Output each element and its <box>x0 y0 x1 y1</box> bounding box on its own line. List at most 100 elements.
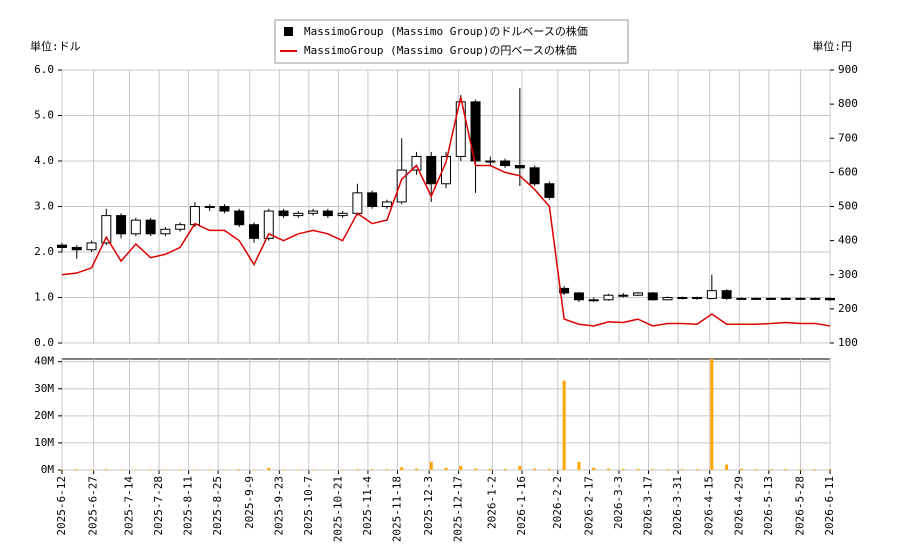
volume-bar <box>503 468 507 470</box>
candle-body <box>352 192 363 214</box>
candle-body <box>485 160 496 163</box>
volume-bar <box>149 469 153 470</box>
candle-body <box>189 206 200 226</box>
legend: MassimoGroup (Massimo Group)のドルベースの株価 Ma… <box>274 19 629 64</box>
y2-tick-label: 200 <box>838 302 858 315</box>
y2-tick-label: 400 <box>838 234 858 247</box>
candle-body <box>367 192 378 208</box>
volume-bar <box>355 469 359 470</box>
candle-body <box>234 210 245 226</box>
candle-body <box>381 201 392 207</box>
volume-bar <box>725 464 729 470</box>
y-tick-label: 30M <box>34 382 54 395</box>
y-unit-label: 単位:ドル <box>30 39 81 53</box>
candle-body <box>706 290 717 299</box>
volume-bar <box>208 469 212 470</box>
volume-bar <box>90 469 94 470</box>
candle-body <box>71 246 82 251</box>
y2-tick-label: 100 <box>838 336 858 349</box>
candle-body <box>810 297 821 300</box>
volume-bar <box>828 469 832 470</box>
x-tick-label: 2026-1-16 <box>515 476 528 536</box>
candle-body <box>411 155 422 171</box>
candle-body <box>633 292 643 296</box>
x-tick-label: 2026-1-2 <box>485 476 498 529</box>
legend-box <box>274 19 629 64</box>
y-tick-label: 4.0 <box>34 154 54 167</box>
candle-body <box>278 210 289 217</box>
y-tick-label: 6.0 <box>34 63 54 76</box>
candle-body <box>795 297 806 300</box>
volume-bar <box>784 469 788 470</box>
y-tick-label: 1.0 <box>34 291 54 304</box>
volume-bar <box>695 469 699 470</box>
candle-body <box>529 167 540 185</box>
volume-bar <box>252 469 256 470</box>
volume-bar <box>562 380 566 470</box>
y2-tick-label: 600 <box>838 165 858 178</box>
x-tick-label: 2026-2-17 <box>582 476 595 536</box>
x-tick-label: 2025-9-9 <box>243 476 256 529</box>
candle-body <box>86 242 97 251</box>
y-tick-label: 2.0 <box>34 245 54 258</box>
candle-body <box>544 183 555 198</box>
candle-body <box>396 169 407 203</box>
x-tick-label: 2026-5-28 <box>793 476 806 536</box>
x-tick-label: 2025-8-25 <box>211 476 224 536</box>
volume-bar <box>636 468 640 470</box>
x-tick-label: 2025-12-17 <box>452 476 465 542</box>
volume-bar <box>178 469 182 470</box>
volume-bar <box>754 469 758 470</box>
x-tick-label: 2025-8-11 <box>182 476 195 536</box>
volume-bar <box>282 469 286 470</box>
volume-bar <box>533 468 537 470</box>
x-tick-label: 2025-12-3 <box>422 476 435 536</box>
candle-body <box>588 299 599 302</box>
y2-tick-label: 800 <box>838 97 858 110</box>
candle-body <box>57 244 67 248</box>
candle-body <box>662 297 673 301</box>
y-tick-label: 0.0 <box>34 336 54 349</box>
x-tick-label: 2026-3-31 <box>671 476 684 536</box>
volume-bar <box>444 467 448 470</box>
volume-bar <box>739 468 743 470</box>
volume-bar <box>769 469 773 470</box>
candle-body <box>426 155 437 185</box>
candle-body <box>175 224 186 230</box>
volume-bar <box>518 465 522 470</box>
volume-bar <box>370 469 374 470</box>
candle-body <box>337 212 348 217</box>
candle-body <box>322 210 333 217</box>
volume-bar <box>680 469 684 470</box>
candle-body <box>130 219 141 235</box>
candle-body <box>249 224 259 239</box>
volume-bar <box>193 469 197 470</box>
volume-bar <box>341 469 345 470</box>
candle-body <box>765 297 776 300</box>
yen-line <box>61 97 831 327</box>
candle-body <box>618 294 629 297</box>
volume-bar <box>311 469 315 470</box>
candle-body <box>204 206 215 208</box>
x-tick-label: 2025-6-12 <box>55 476 68 536</box>
volume-bar <box>267 467 271 470</box>
y2-unit-label: 単位:円 <box>812 39 852 53</box>
volume-bar <box>621 468 625 470</box>
candle-body <box>470 101 481 162</box>
y-tick-label: 5.0 <box>34 109 54 122</box>
candle-body <box>721 290 732 299</box>
candle-body <box>455 101 466 157</box>
x-tick-label: 2026-6-11 <box>823 476 836 536</box>
candle-body <box>559 287 570 294</box>
volume-bar <box>400 467 404 470</box>
candle-body <box>736 297 747 300</box>
volume-bar <box>666 469 670 470</box>
volume-bar <box>592 467 596 470</box>
volume-bar <box>577 461 581 470</box>
legend-label: MassimoGroup (Massimo Group)のドルベースの株価 <box>304 24 588 38</box>
volume-bar <box>813 469 817 470</box>
volume-bar <box>547 468 551 470</box>
x-tick-label: 2025-6-27 <box>87 476 100 536</box>
candle-body <box>308 210 319 214</box>
volume-bar <box>488 468 492 470</box>
